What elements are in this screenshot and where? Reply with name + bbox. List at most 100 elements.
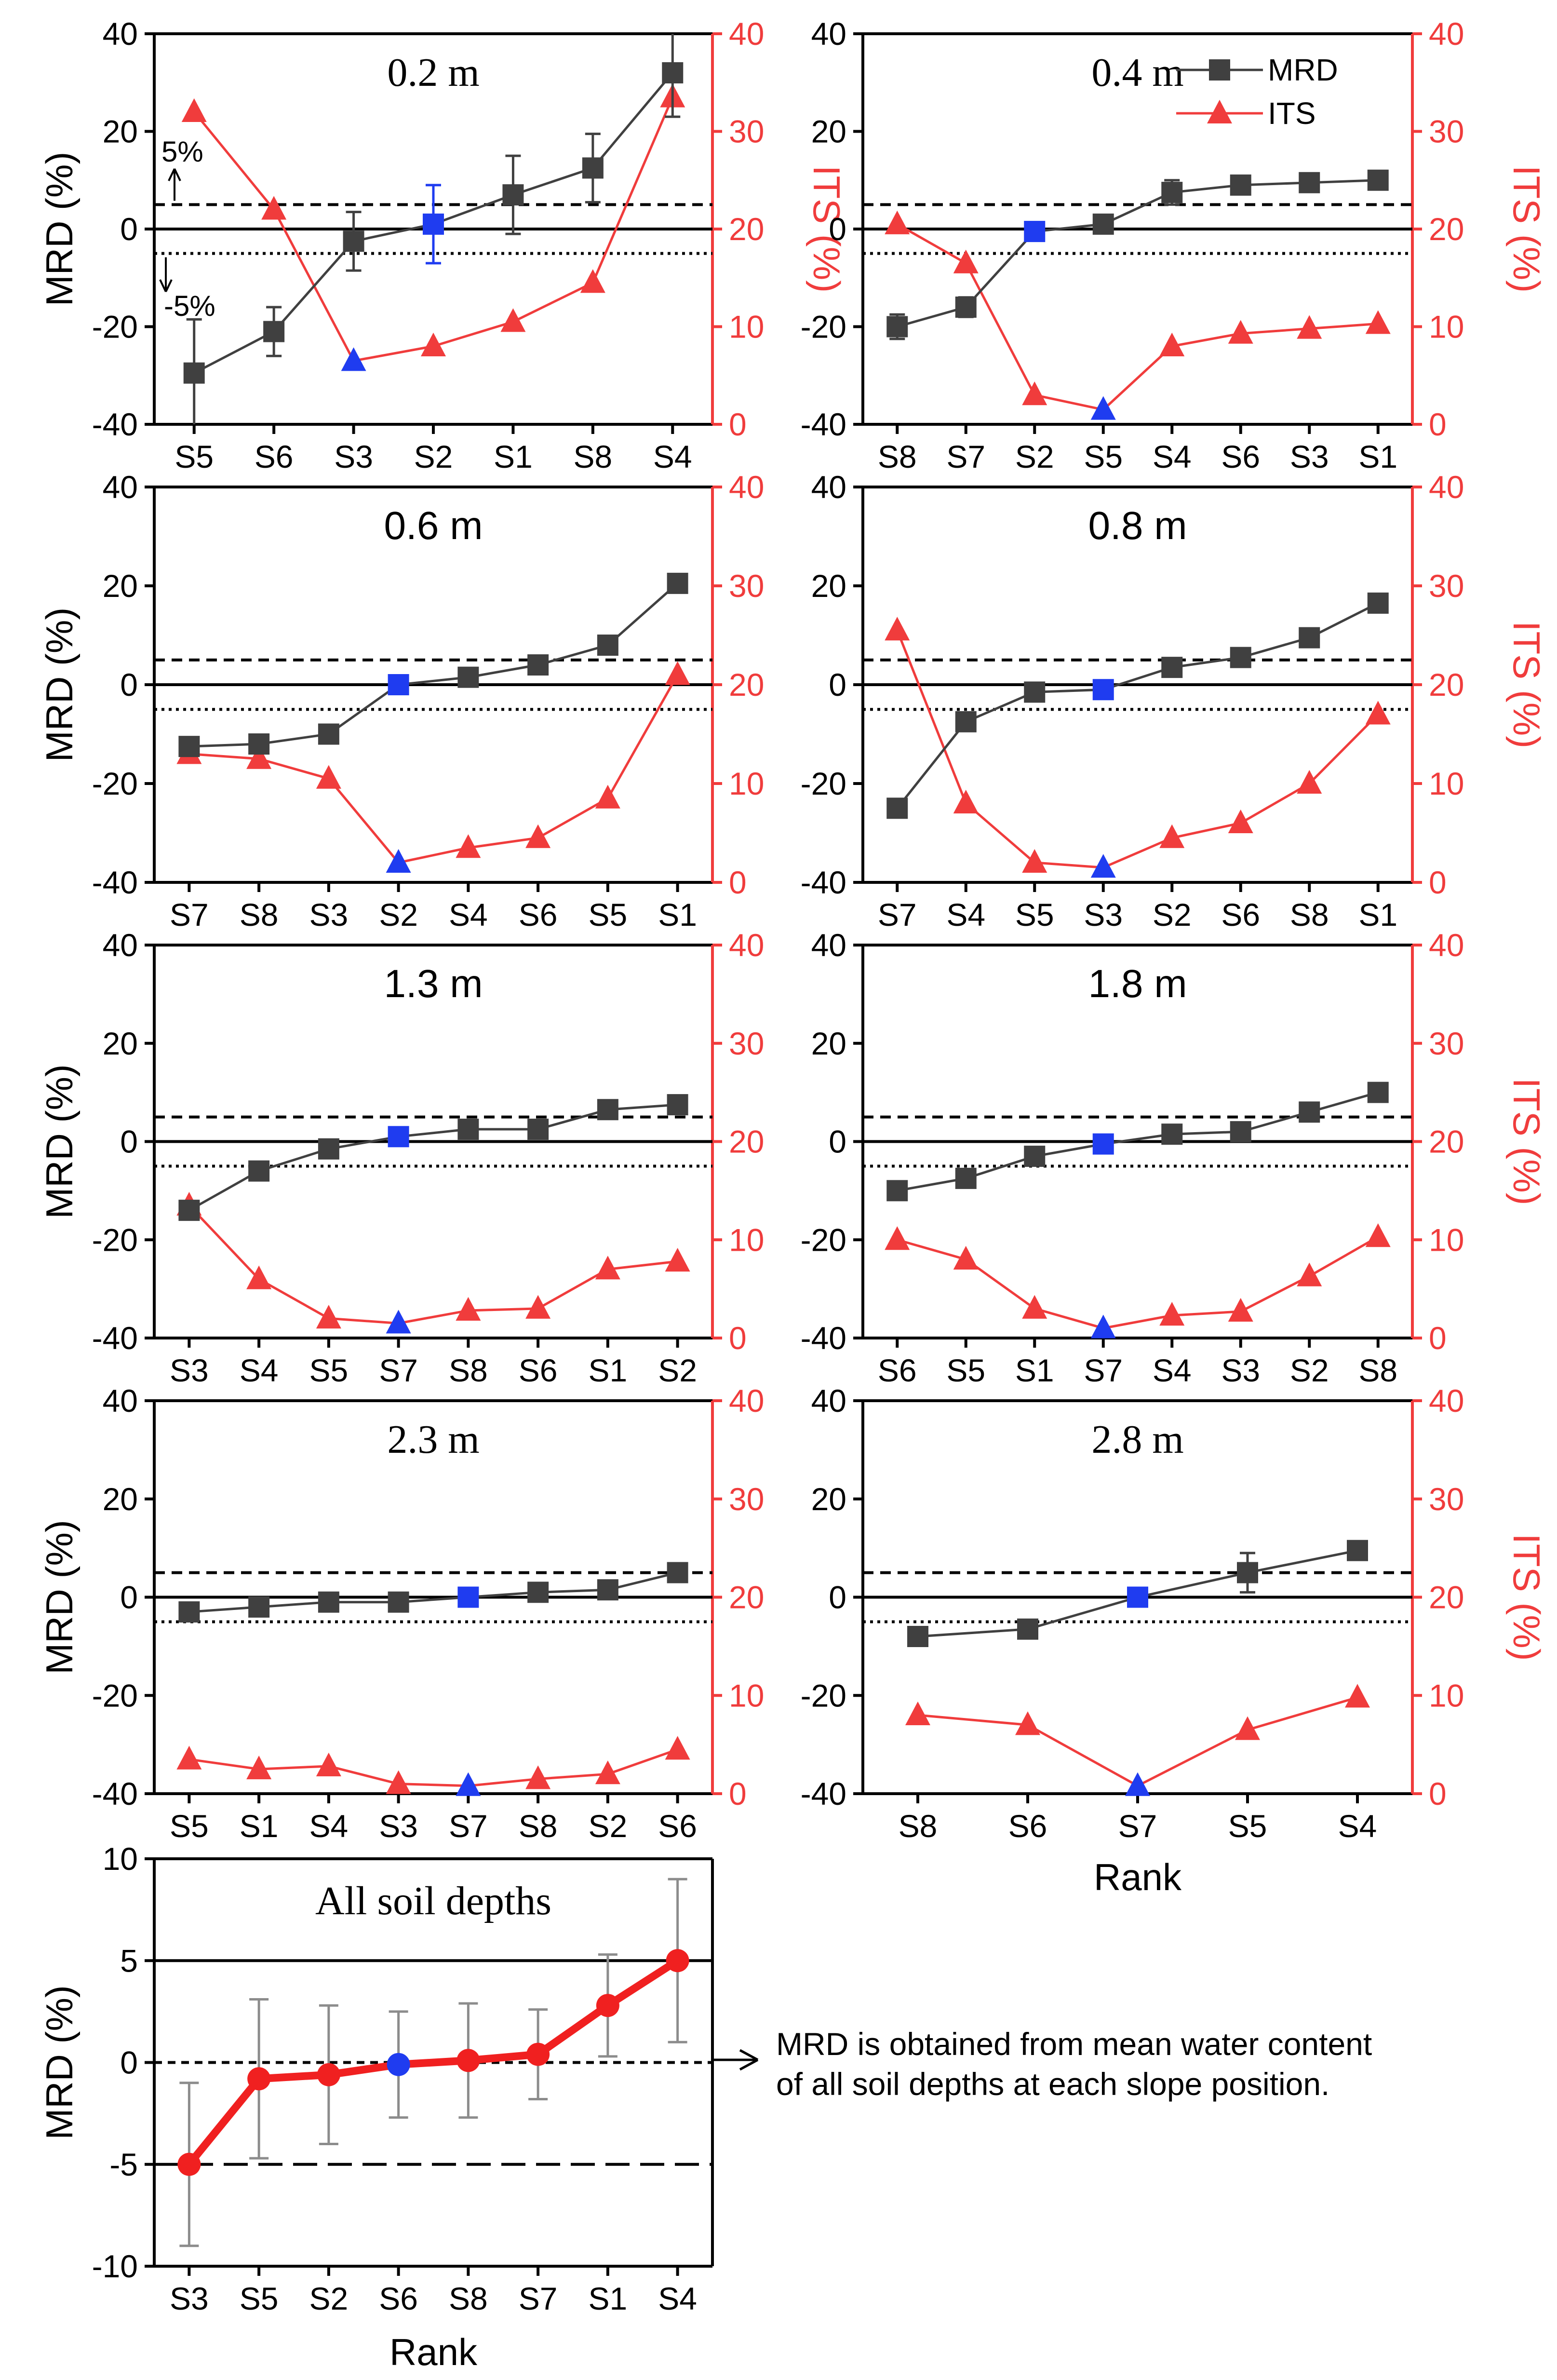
its-point [885,1226,910,1250]
y2-tick-label: 0 [1429,1320,1447,1356]
x-axis-label: Rank [1094,1856,1182,1898]
x-tick-label: S5 [170,1808,209,1844]
y-tick-label: -40 [92,406,138,442]
mrd-point [248,733,270,755]
y-tick-label: 0 [120,211,138,247]
x-tick-label: S1 [589,1352,628,1388]
x-tick-label: S8 [1290,897,1329,933]
y2-axis-label: ITS (%) [805,165,848,293]
mrd-point [527,1119,549,1140]
mrd-point [1024,1146,1046,1167]
its-point [1297,770,1322,794]
y2-axis-label: ITS (%) [1505,621,1548,748]
x-tick-label: S2 [658,1352,697,1388]
its-point [1159,824,1185,848]
panel-title: 1.8 m [1088,962,1187,1006]
x-tick-label: S5 [174,439,214,474]
panel-all-depths: 10 5 0 -5 -10 S3 S5 S2 S6 S8 S7 S1 S4 All soil depths… [38,1841,714,2373]
mrd-point [1230,647,1251,668]
its-line [189,1748,678,1787]
panel-5: 40 20 0 -20 -40 40 30 20 10 0 S3 S4 S5 S7 S8 S6 S1 S2 1.3 … [38,927,764,1388]
mrd-line [188,1103,678,1212]
y-tick-label: 20 [103,568,138,604]
y2-tick-label: 0 [729,865,747,900]
mrd-point [886,316,908,338]
y2-axis-label: ITS (%) [1505,165,1548,293]
its-point [1228,320,1253,344]
mrd-point-highlight [387,2053,410,2076]
panel-6: 40 20 0 -20 -40 40 30 20 10 0 S6 S5 S1 S7 S4 S3 S2 S8 1.8 … [801,927,1548,1388]
x-tick-label: S4 [1338,1808,1377,1844]
y-tick-label: 20 [103,1026,138,1061]
y-tick-label: 20 [811,568,846,604]
x-tick-label: S8 [1358,1352,1397,1388]
its-point [885,617,910,641]
y2-tick-label: 30 [729,1026,764,1061]
y2-tick-label: 10 [1429,1222,1464,1258]
x-tick-label: S3 [1084,897,1123,933]
mrd-point [343,230,364,252]
its-point [386,1770,411,1794]
y2-tick-label: 30 [1429,1026,1464,1061]
y2-tick-label: 30 [1429,568,1464,604]
mrd-point [597,1099,618,1121]
x-tick-label: S4 [309,1808,349,1844]
x-tick-label: S1 [1015,1352,1054,1388]
y2-tick-label: 10 [1429,309,1464,345]
its-point [595,1760,620,1785]
its-point [885,210,910,234]
x-tick-label: S3 [379,1808,418,1844]
x-tick-label: S3 [1290,439,1329,474]
mrd-point-highlight [388,674,409,695]
x-tick-label: S5 [946,1352,985,1388]
its-point [1297,315,1322,339]
y2-tick-label: 40 [1429,1383,1464,1419]
x-tick-label: S6 [1008,1808,1047,1844]
mrd-point [886,798,908,819]
its-point [500,308,526,332]
mrd-point [1017,1618,1038,1640]
y2-tick-label: 10 [729,1222,764,1258]
its-point [316,1305,341,1329]
mrd-point [1347,1540,1368,1561]
mrd-point [177,2152,201,2176]
lower-threshold-label: -5% [164,290,215,322]
y2-tick-label: 10 [729,766,764,801]
y2-tick-label: 20 [729,667,764,703]
mrd-point [527,654,549,676]
its-point [1365,701,1391,725]
x-tick-label: S6 [519,897,558,933]
y2-tick-label: 10 [1429,1677,1464,1713]
y-tick-label: 40 [811,469,846,505]
y2-tick-label: 20 [1429,1124,1464,1160]
x-tick-label: S4 [240,1352,279,1388]
y-tick-label: 0 [120,2045,138,2081]
y2-tick-label: 30 [1429,114,1464,149]
x-tick-label: S6 [878,1352,917,1388]
mrd-point [1367,1082,1389,1103]
legend-its-marker [1207,99,1232,124]
mrd-point [582,157,604,179]
y2-tick-label: 40 [1429,469,1464,505]
note-annotation: MRD is obtained from mean water content … [712,2026,1372,2102]
its-point [665,661,690,685]
x-tick-label: S3 [170,1352,209,1388]
y-tick-label: -40 [92,865,138,900]
y-tick-label: -40 [801,1776,846,1812]
y2-tick-label: 30 [729,568,764,604]
y2-tick-label: 0 [1429,865,1447,900]
its-point [1345,1684,1370,1708]
y-tick-label: 20 [811,1026,846,1061]
x-tick-label: S4 [449,897,488,933]
y-axis-label: MRD (%) [38,608,81,762]
y-tick-label: 40 [103,16,138,52]
its-point [316,1752,341,1777]
y-axis-label: MRD (%) [38,1985,81,2140]
y2-tick-label: 20 [729,1580,764,1615]
y-tick-label: 40 [103,1383,138,1419]
y2-axis-label: ITS (%) [1505,1533,1548,1661]
mrd-point [667,1094,688,1116]
mrd-point-highlight [1127,1586,1148,1608]
mrd-point [318,1138,339,1160]
its-line [189,674,679,864]
